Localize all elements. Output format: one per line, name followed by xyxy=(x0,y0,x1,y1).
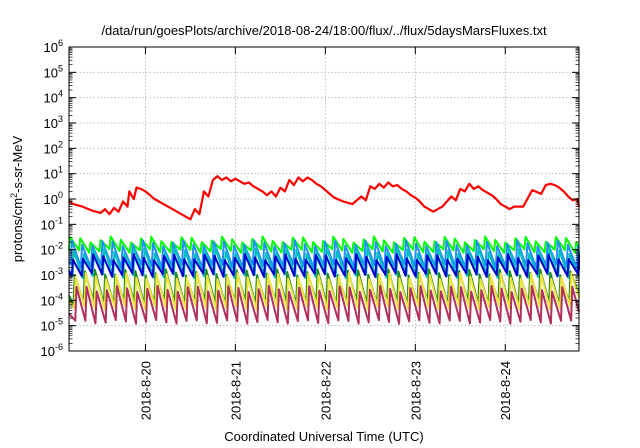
series-line-1 xyxy=(68,235,580,254)
y-axis-ticks: 10-6 10-5 10-4 10-3 10-2 10-1 100 101 102 103 104 1… xyxy=(41,38,579,359)
series-line-0 xyxy=(68,175,581,221)
y-tick-label: 100 xyxy=(44,190,63,207)
chart-title: /data/run/goesPlots/archive/2018-08-24/1… xyxy=(101,23,547,38)
x-tick-label: 2018-8-20 xyxy=(138,361,153,420)
x-tick-label: 2018-8-24 xyxy=(498,361,513,420)
series-line-2 xyxy=(68,239,580,269)
y-tick-label: 102 xyxy=(44,139,63,156)
y-tick-label: 105 xyxy=(44,63,63,80)
series-line-4 xyxy=(68,253,580,278)
y-axis-label-post: -s-sr-MeV xyxy=(10,135,25,192)
series-line-6 xyxy=(68,272,580,311)
y-tick-label: 104 xyxy=(44,89,63,106)
y-tick-label: 10-5 xyxy=(41,317,63,334)
x-tick-label: 2018-8-21 xyxy=(228,361,243,420)
y-tick-label: 101 xyxy=(44,165,63,182)
y-axis-label: protons/cm2-s-sr-MeV xyxy=(9,135,25,262)
y-tick-label: 10-2 xyxy=(41,241,63,258)
y-tick-label: 10-4 xyxy=(41,291,63,308)
y-tick-label: 10-6 xyxy=(41,342,63,359)
y-axis-label-pre: protons/cm xyxy=(10,198,25,262)
x-axis-label: Coordinated Universal Time (UTC) xyxy=(224,429,423,444)
series-line-7 xyxy=(68,284,580,325)
x-tick-label: 2018-8-23 xyxy=(408,361,423,420)
y-tick-label: 103 xyxy=(44,114,63,131)
x-axis-ticks: 2018-8-20 2018-8-21 2018-8-22 2018-8-23 2018… xyxy=(138,47,513,420)
x-tick-label: 2018-8-22 xyxy=(318,361,333,420)
y-tick-label: 10-1 xyxy=(41,215,63,232)
y-tick-label: 106 xyxy=(44,38,63,55)
series-layer xyxy=(68,175,581,325)
y-axis-label-sup: 2 xyxy=(9,193,19,198)
y-tick-label: 10-3 xyxy=(41,266,63,283)
